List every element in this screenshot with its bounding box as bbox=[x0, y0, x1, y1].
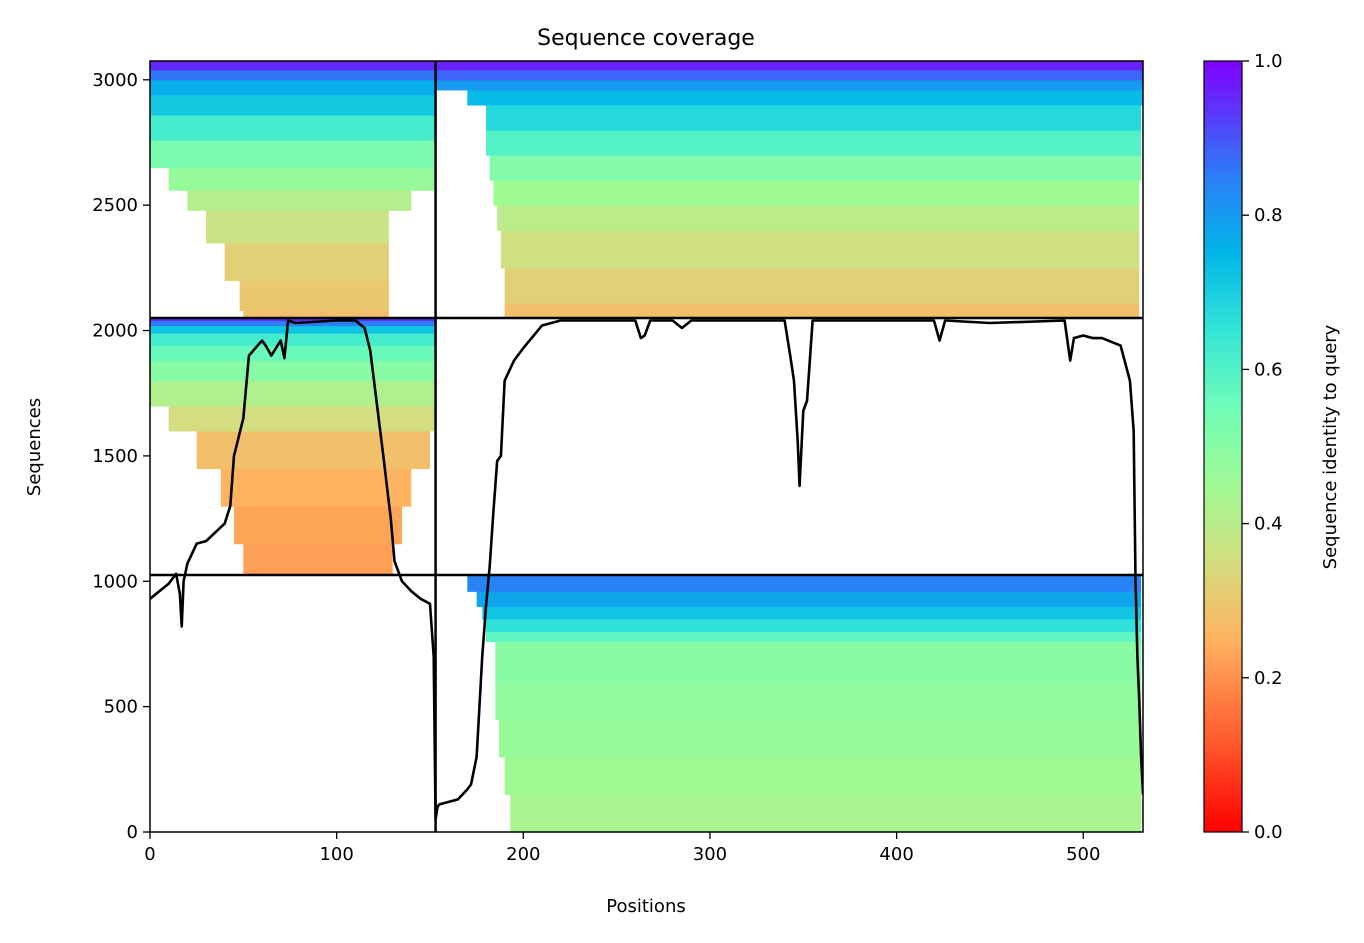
colorbar-tick-label: 1.0 bbox=[1254, 51, 1283, 72]
heatmap-band bbox=[150, 325, 436, 334]
heatmap-band bbox=[435, 69, 1143, 81]
heatmap-band bbox=[485, 618, 1142, 633]
heatmap-band bbox=[485, 129, 1142, 156]
heatmap-band bbox=[500, 230, 1140, 269]
block-boundaries bbox=[150, 61, 1143, 832]
heatmap-band bbox=[435, 79, 1143, 91]
x-tick-label: 400 bbox=[879, 844, 913, 865]
heatmap-band bbox=[150, 380, 436, 407]
colorbar-tick-label: 0.4 bbox=[1254, 514, 1283, 535]
heatmap-band bbox=[482, 606, 1142, 620]
colorbar bbox=[1203, 60, 1243, 833]
heatmap-band bbox=[495, 641, 1142, 683]
coverage-line bbox=[150, 319, 1143, 821]
coverage-heatmap bbox=[150, 61, 1143, 832]
heatmap-band bbox=[239, 280, 389, 312]
y-tick-label: 1000 bbox=[92, 571, 138, 592]
heatmap-band bbox=[243, 310, 389, 319]
x-tick-label: 500 bbox=[1066, 844, 1100, 865]
heatmap-band bbox=[150, 114, 436, 141]
heatmap-band bbox=[243, 543, 393, 576]
y-tick-label: 500 bbox=[104, 697, 138, 718]
x-tick-label: 100 bbox=[319, 844, 353, 865]
x-axis: 0 100 200 300 400 500 bbox=[144, 832, 1100, 865]
y-tick-label: 2500 bbox=[92, 195, 138, 216]
heatmap-band bbox=[510, 794, 1142, 832]
heatmap-band bbox=[150, 318, 436, 322]
heatmap-band bbox=[150, 333, 436, 347]
y-tick-label: 1500 bbox=[92, 446, 138, 467]
x-tick-label: 200 bbox=[506, 844, 540, 865]
heatmap-band bbox=[187, 190, 412, 211]
heatmap-band bbox=[224, 242, 389, 281]
heatmap-band bbox=[196, 430, 430, 470]
heatmap-band bbox=[497, 205, 1140, 231]
heatmap-band bbox=[485, 631, 1142, 643]
heatmap-band bbox=[150, 360, 436, 382]
heatmap-band bbox=[435, 61, 1143, 71]
heatmap-band bbox=[495, 681, 1142, 720]
heatmap-band bbox=[150, 345, 436, 362]
plot-frame bbox=[149, 60, 1144, 833]
y-axis: 0 500 1000 1500 2000 2500 3000 bbox=[92, 70, 150, 843]
heatmap-band bbox=[233, 506, 402, 545]
heatmap-band bbox=[504, 267, 1140, 304]
y-tick-label: 3000 bbox=[92, 70, 138, 91]
coverage-line-layer bbox=[150, 319, 1143, 821]
heatmap-band bbox=[467, 575, 1142, 592]
colorbar-label: Sequence identity to query bbox=[1320, 324, 1341, 569]
heatmap-band bbox=[499, 719, 1142, 758]
colorbar-tick-label: 0.8 bbox=[1254, 205, 1283, 226]
chart-title: Sequence coverage bbox=[537, 26, 755, 51]
colorbar-tick-label: 0.2 bbox=[1254, 668, 1283, 689]
colorbar-ticks: 0.0 0.2 0.4 0.6 0.8 1.0 bbox=[1242, 51, 1283, 843]
heatmap-band bbox=[485, 104, 1142, 131]
heatmap-band bbox=[467, 89, 1143, 106]
heatmap-band bbox=[476, 591, 1142, 607]
colorbar-tick-label: 0.6 bbox=[1254, 359, 1283, 380]
heatmap-band bbox=[150, 79, 436, 96]
heatmap-band bbox=[150, 94, 436, 116]
heatmap-band bbox=[150, 61, 436, 71]
heatmap-band bbox=[220, 468, 412, 507]
heatmap-band bbox=[504, 302, 1140, 319]
heatmap-band bbox=[168, 405, 436, 432]
heatmap-band bbox=[150, 139, 436, 169]
heatmap-band bbox=[206, 210, 389, 244]
heatmap-band bbox=[489, 155, 1142, 181]
x-axis-label: Positions bbox=[606, 896, 685, 917]
y-tick-label: 2000 bbox=[92, 321, 138, 342]
colorbar-tick-label: 0.0 bbox=[1254, 822, 1283, 843]
x-tick-label: 0 bbox=[144, 844, 155, 865]
y-tick-label: 0 bbox=[127, 822, 138, 843]
heatmap-band bbox=[168, 167, 436, 191]
heatmap-band bbox=[493, 180, 1140, 206]
heatmap-band bbox=[504, 756, 1142, 795]
y-axis-label: Sequences bbox=[24, 398, 45, 496]
heatmap-band bbox=[150, 69, 436, 81]
x-tick-label: 300 bbox=[693, 844, 727, 865]
